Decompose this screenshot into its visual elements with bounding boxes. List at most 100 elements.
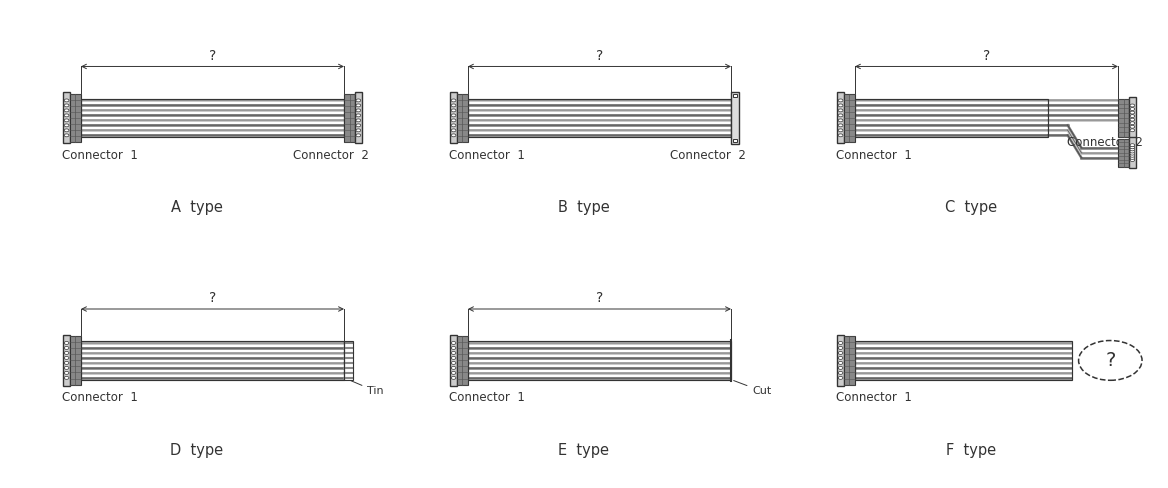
Circle shape	[64, 376, 69, 379]
Circle shape	[839, 129, 843, 132]
Bar	[837, 335, 844, 386]
Bar	[468, 341, 731, 380]
Circle shape	[839, 124, 843, 127]
Text: E  type: E type	[558, 443, 610, 458]
Circle shape	[64, 119, 69, 122]
Circle shape	[356, 114, 361, 117]
Circle shape	[64, 109, 69, 112]
Circle shape	[839, 351, 843, 354]
Bar	[70, 336, 81, 385]
Circle shape	[64, 371, 69, 374]
Circle shape	[1131, 122, 1134, 124]
Text: B  type: B type	[558, 200, 610, 215]
Text: ?: ?	[209, 49, 216, 63]
Text: C  type: C type	[945, 200, 997, 215]
Circle shape	[356, 124, 361, 127]
Circle shape	[1131, 150, 1134, 153]
Circle shape	[1131, 148, 1134, 151]
Circle shape	[839, 104, 843, 107]
Circle shape	[1131, 157, 1134, 160]
Bar	[855, 99, 1049, 137]
Text: ?: ?	[1105, 351, 1115, 370]
Circle shape	[451, 371, 456, 374]
Circle shape	[1131, 144, 1134, 146]
Circle shape	[356, 129, 361, 132]
Bar	[355, 92, 362, 143]
Text: Connector  2: Connector 2	[670, 149, 745, 162]
Circle shape	[451, 134, 456, 137]
Circle shape	[64, 129, 69, 132]
Circle shape	[451, 376, 456, 379]
Circle shape	[839, 134, 843, 137]
Circle shape	[1131, 146, 1134, 149]
Circle shape	[64, 114, 69, 117]
Bar	[837, 92, 844, 143]
Circle shape	[451, 109, 456, 112]
Bar	[1129, 97, 1135, 139]
Circle shape	[1131, 159, 1134, 162]
Bar	[70, 94, 81, 142]
Text: Connector  1: Connector 1	[449, 149, 524, 162]
Text: A  type: A type	[171, 200, 223, 215]
Circle shape	[356, 119, 361, 122]
Text: ?: ?	[209, 291, 216, 305]
Text: Connector  1: Connector 1	[835, 149, 911, 162]
Circle shape	[356, 104, 361, 107]
Bar	[732, 139, 737, 142]
Circle shape	[1131, 152, 1134, 155]
Circle shape	[451, 114, 456, 117]
Bar	[732, 94, 737, 97]
Bar	[457, 336, 468, 385]
Bar	[450, 92, 457, 143]
Circle shape	[451, 356, 456, 359]
Circle shape	[64, 342, 69, 345]
Bar	[468, 99, 731, 137]
Text: Connector  1: Connector 1	[62, 391, 138, 404]
Text: Connector  2: Connector 2	[1066, 136, 1142, 149]
Circle shape	[64, 366, 69, 369]
Text: ?: ?	[596, 291, 603, 305]
Bar	[844, 94, 855, 142]
Circle shape	[64, 134, 69, 137]
Circle shape	[839, 109, 843, 112]
Text: ?: ?	[982, 49, 990, 63]
Circle shape	[839, 371, 843, 374]
Circle shape	[1131, 118, 1134, 121]
Circle shape	[839, 362, 843, 365]
Bar	[81, 99, 345, 137]
Circle shape	[451, 119, 456, 122]
Circle shape	[451, 342, 456, 345]
Bar	[63, 92, 70, 143]
Circle shape	[1131, 154, 1134, 157]
Circle shape	[839, 376, 843, 379]
Circle shape	[1078, 341, 1142, 380]
Bar	[457, 94, 468, 142]
Text: Cut: Cut	[734, 381, 772, 396]
Circle shape	[64, 124, 69, 127]
Circle shape	[839, 114, 843, 117]
Circle shape	[1131, 107, 1134, 110]
Circle shape	[451, 351, 456, 354]
Bar	[345, 94, 355, 142]
Text: F  type: F type	[946, 443, 996, 458]
Circle shape	[451, 129, 456, 132]
Circle shape	[64, 356, 69, 359]
Bar	[63, 335, 70, 386]
Circle shape	[839, 346, 843, 349]
Bar	[731, 92, 739, 144]
Circle shape	[1131, 111, 1134, 114]
Circle shape	[451, 124, 456, 127]
Circle shape	[64, 99, 69, 102]
Circle shape	[839, 342, 843, 345]
Circle shape	[64, 351, 69, 354]
Bar	[81, 341, 345, 380]
Bar	[1118, 139, 1129, 167]
Circle shape	[64, 104, 69, 107]
Bar	[1118, 99, 1129, 137]
Circle shape	[356, 109, 361, 112]
Circle shape	[356, 99, 361, 102]
Circle shape	[451, 99, 456, 102]
Circle shape	[356, 134, 361, 137]
Text: Tin: Tin	[350, 381, 384, 396]
Text: Connector  1: Connector 1	[449, 391, 524, 404]
